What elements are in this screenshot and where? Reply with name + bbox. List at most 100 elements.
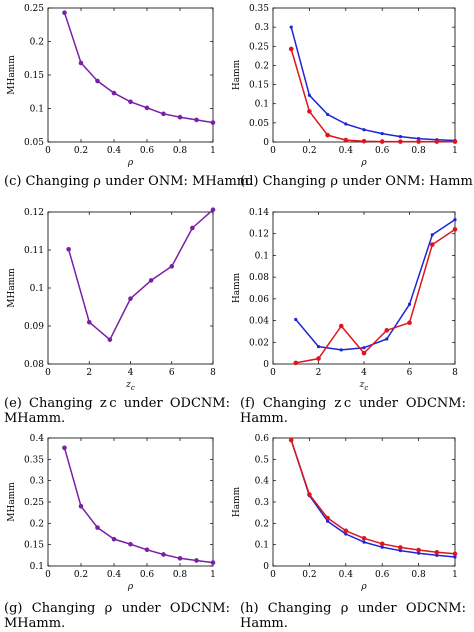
data-point-0 bbox=[161, 552, 166, 557]
data-point-0 bbox=[177, 556, 183, 561]
y-tick-label: 0.08 bbox=[249, 273, 269, 283]
x-axis-label-main: z bbox=[359, 380, 365, 390]
x-axis-label-sub: c bbox=[131, 384, 135, 392]
data-point-1 bbox=[288, 46, 294, 52]
data-point-0 bbox=[66, 246, 71, 252]
y-tick-label: 0.06 bbox=[249, 295, 269, 305]
x-tick-label: 0.6 bbox=[140, 570, 155, 580]
x-tick-label: 1 bbox=[452, 146, 458, 156]
y-tick-label: 0.3 bbox=[255, 23, 270, 33]
data-point-0 bbox=[194, 558, 199, 563]
y-tick-label: 0.08 bbox=[24, 360, 44, 370]
y-axis-label: Hamm bbox=[232, 59, 242, 90]
x-tick-label: 1 bbox=[210, 570, 216, 580]
x-tick-label: 0.6 bbox=[375, 146, 390, 156]
plot-frame bbox=[47, 437, 214, 567]
x-tick-label: 8 bbox=[452, 368, 458, 378]
chart-h-svg: 0 0.2 0.4 0.6 0.8 1 0 0.1 0.2 0.3 0.4 0.5 0.6 ρ Hamm bbox=[232, 434, 458, 592]
y-tick-label: 0.25 bbox=[24, 498, 44, 508]
x-tick-label: 0.2 bbox=[74, 146, 88, 156]
data-point-0 bbox=[107, 337, 113, 342]
data-point-1 bbox=[384, 328, 390, 333]
chart-c-svg: 0 0.2 0.4 0.6 0.8 1 0.05 0.1 0.15 0.2 0.25 ρ MHamm bbox=[7, 4, 216, 168]
data-point-1 bbox=[338, 323, 344, 329]
data-point-1 bbox=[416, 547, 421, 553]
y-tick-label: 0.05 bbox=[24, 138, 44, 148]
x-tick-label: 0 bbox=[45, 146, 51, 156]
chart-panel-g: 0 0.2 0.4 0.6 0.8 1 0.1 0.15 0.2 0.25 0.3 0.35 0.4 ρ M… bbox=[0, 430, 237, 592]
y-tick-label: 0.4 bbox=[30, 434, 45, 444]
data-point-1 bbox=[288, 437, 294, 443]
x-axis-label: ρ bbox=[127, 582, 134, 592]
chart-panel-d: 0 0.2 0.4 0.6 0.8 1 0 0.05 0.1 0.15 0.2 0.25 0.3 0.35… bbox=[232, 0, 474, 172]
x-tick-label: 0.2 bbox=[302, 146, 316, 156]
y-tick-label: 0 bbox=[263, 562, 269, 572]
data-point-0 bbox=[62, 445, 67, 451]
x-tick-label: 0.4 bbox=[339, 570, 354, 580]
x-tick-label: 0.8 bbox=[173, 146, 188, 156]
data-point-1 bbox=[379, 541, 385, 547]
y-tick-label: 0.2 bbox=[30, 38, 44, 48]
data-point-1 bbox=[452, 139, 458, 144]
data-point-1 bbox=[398, 139, 403, 144]
y-tick-label: 0.35 bbox=[249, 4, 269, 14]
data-point-0 bbox=[62, 10, 67, 15]
data-point-0 bbox=[326, 519, 330, 523]
y-tick-label: 0.35 bbox=[24, 455, 44, 465]
y-tick-label: 0.4 bbox=[255, 477, 270, 487]
y-tick-label: 0.09 bbox=[24, 322, 44, 332]
x-tick-label: 0.4 bbox=[339, 146, 354, 156]
x-tick-label: 1 bbox=[210, 146, 216, 156]
data-point-0 bbox=[210, 207, 216, 213]
data-point-0 bbox=[362, 346, 366, 350]
chart-panel-h: 0 0.2 0.4 0.6 0.8 1 0 0.1 0.2 0.3 0.4 0.5 0.6 ρ Hamm bbox=[232, 430, 474, 592]
chart-panel-c: 0 0.2 0.4 0.6 0.8 1 0.05 0.1 0.15 0.2 0.25 ρ MHamm bbox=[0, 0, 237, 172]
data-point-0 bbox=[398, 135, 402, 139]
x-tick-label: 4 bbox=[361, 368, 367, 378]
data-point-1 bbox=[434, 139, 440, 144]
data-point-0 bbox=[380, 131, 384, 136]
x-tick-label: 2 bbox=[316, 368, 322, 378]
x-tick-label: 0.2 bbox=[302, 570, 316, 580]
data-point-0 bbox=[144, 547, 150, 553]
x-tick-label: 0.8 bbox=[411, 570, 426, 580]
data-point-0 bbox=[430, 233, 434, 237]
data-point-0 bbox=[95, 525, 100, 530]
x-axis-label-main: ρ bbox=[360, 582, 367, 592]
x-axis-label: zc bbox=[359, 380, 369, 392]
x-axis-label-sub: c bbox=[364, 384, 368, 392]
chart-f-svg: 0 2 4 6 8 0 0.02 0.04 0.06 0.08 0.1 0.12 0.14 zc Hamm bbox=[232, 208, 458, 392]
x-tick-label: 0.4 bbox=[107, 570, 122, 580]
data-point-0 bbox=[453, 218, 457, 222]
series-line-1 bbox=[290, 48, 455, 143]
data-point-1 bbox=[452, 227, 458, 232]
data-point-1 bbox=[293, 360, 299, 366]
data-point-0 bbox=[307, 93, 311, 97]
series-line-1 bbox=[290, 439, 456, 555]
data-point-0 bbox=[86, 319, 92, 325]
data-point-0 bbox=[294, 317, 298, 322]
data-point-1 bbox=[343, 528, 349, 534]
data-point-0 bbox=[144, 105, 150, 111]
caption-e: (e) Changing z c under ODCNM: MHamm. bbox=[4, 396, 230, 426]
x-axis-label: ρ bbox=[360, 582, 367, 592]
data-point-0 bbox=[380, 545, 384, 549]
x-tick-label: 0.6 bbox=[375, 570, 390, 580]
y-tick-label: 0.1 bbox=[30, 562, 44, 572]
data-point-0 bbox=[95, 78, 100, 84]
data-point-1 bbox=[361, 535, 367, 541]
data-point-0 bbox=[344, 532, 348, 536]
data-point-1 bbox=[316, 356, 321, 361]
data-point-0 bbox=[169, 264, 175, 269]
data-point-1 bbox=[343, 137, 349, 143]
y-axis-label: Hamm bbox=[232, 272, 242, 303]
data-point-0 bbox=[344, 122, 348, 126]
x-tick-label: 0 bbox=[45, 368, 51, 378]
series-line-0 bbox=[67, 209, 214, 341]
y-tick-label: 0.2 bbox=[255, 519, 269, 529]
data-point-1 bbox=[361, 138, 367, 144]
chart-panel-e: 0 2 4 6 8 0.08 0.09 0.1 0.11 0.12 zc MHamm bbox=[0, 204, 237, 394]
y-tick-label: 0.02 bbox=[249, 338, 269, 348]
y-tick-label: 0.12 bbox=[249, 230, 269, 240]
data-point-0 bbox=[161, 111, 166, 117]
